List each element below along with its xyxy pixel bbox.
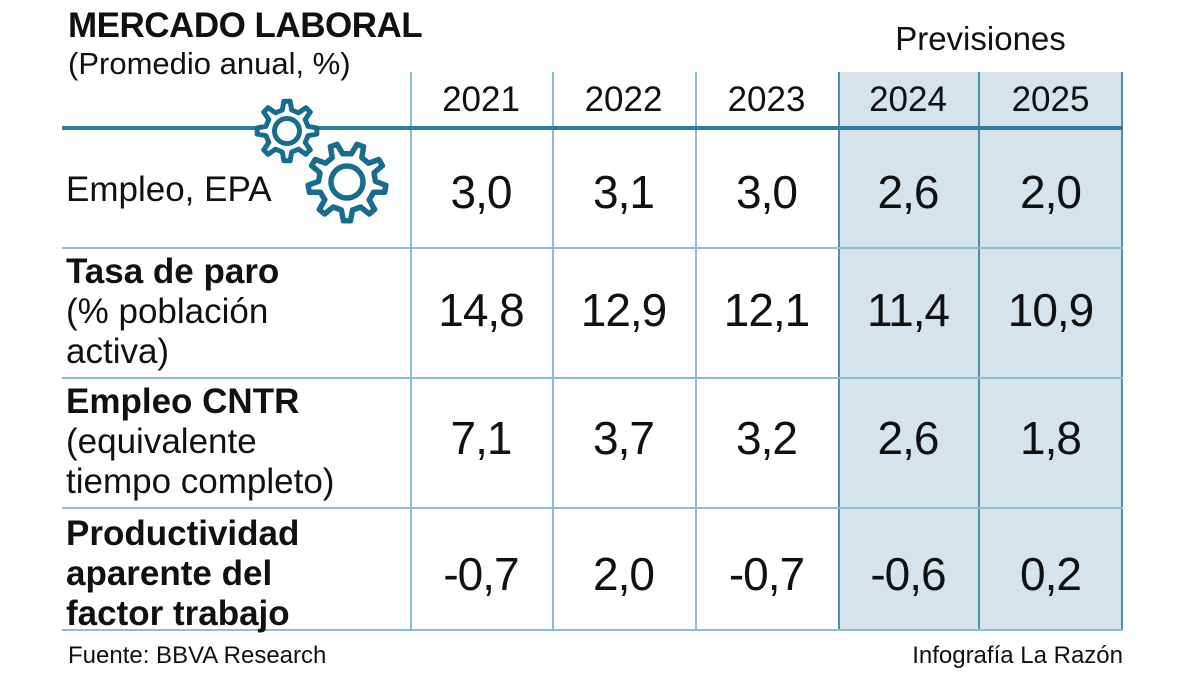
grid-vline-1 [410, 72, 412, 630]
table-cell: 11,4 [866, 284, 950, 336]
credit-note: Infografía La Razón [912, 642, 1123, 669]
grid-vline-5 [978, 72, 980, 630]
row-label-productividad: Productividad aparente del factor trabaj… [66, 514, 396, 634]
grid-vline-6 [1121, 72, 1123, 630]
table-cell: 2,6 [877, 166, 940, 218]
table-cell: -0,6 [870, 548, 946, 600]
table-bottom-rule [62, 629, 1123, 631]
column-header-2022: 2022 [584, 80, 663, 119]
grid-vline-4 [838, 72, 840, 630]
table-cell: 12,1 [723, 284, 811, 336]
row-label-line: Tasa de paro [66, 252, 280, 291]
row-label-empleo-epa: Empleo, EPA [66, 170, 396, 210]
table-cell: 2,0 [593, 548, 655, 600]
table-cell: 14,8 [438, 284, 525, 336]
column-header-2023: 2023 [727, 80, 806, 119]
page-title: MERCADO LABORAL [68, 6, 423, 45]
row-separator-3 [62, 507, 1123, 509]
row-label-line: (equivalente [66, 422, 257, 461]
table-cell: -0,7 [728, 548, 805, 600]
row-label-line: Empleo CNTR [66, 382, 300, 421]
row-label-tasa-de-paro: Tasa de paro (% población activa) [66, 252, 396, 372]
row-separator-1 [62, 247, 1123, 249]
page-subtitle: (Promedio anual, %) [68, 46, 351, 81]
table-cell: 3,0 [450, 166, 513, 218]
row-label-line: aparente del [66, 554, 273, 593]
grid-vline-2 [552, 72, 554, 630]
row-label-line: Empleo, EPA [66, 170, 272, 209]
table-cell: 3,1 [593, 166, 655, 218]
column-header-2021: 2021 [442, 80, 520, 119]
forecast-label: Previsiones [895, 20, 1066, 57]
gears-icon [254, 98, 394, 229]
table-cell: 2,0 [1020, 166, 1082, 218]
row-label-line: activa) [66, 332, 170, 371]
table-cell: 10,9 [1007, 284, 1095, 336]
row-label-line: factor trabajo [66, 594, 290, 633]
row-label-line: tiempo completo) [66, 462, 335, 501]
table-cell: 3,2 [736, 412, 798, 464]
column-header-2024: 2024 [869, 80, 947, 119]
table-cell: 3,0 [736, 166, 798, 218]
header-rule [62, 126, 1123, 130]
table-cell: 12,9 [580, 284, 668, 336]
row-label-line: Productividad [66, 514, 300, 553]
grid-vline-3 [695, 72, 697, 630]
table-cell: 0,2 [1020, 548, 1082, 600]
table-cell: -0,7 [443, 548, 519, 600]
table-cell: 2,6 [877, 412, 940, 464]
table-cell: 7,1 [450, 412, 513, 464]
table-cell: 1,8 [1020, 412, 1082, 464]
row-separator-2 [62, 377, 1123, 379]
column-header-2025: 2025 [1011, 80, 1090, 119]
table-cell: 3,7 [593, 412, 655, 464]
row-label-line: (% población [66, 292, 269, 331]
forecast-shaded-area [838, 72, 1123, 630]
source-note: Fuente: BBVA Research [68, 642, 327, 669]
row-label-empleo-cntr: Empleo CNTR (equivalente tiempo completo… [66, 382, 396, 502]
